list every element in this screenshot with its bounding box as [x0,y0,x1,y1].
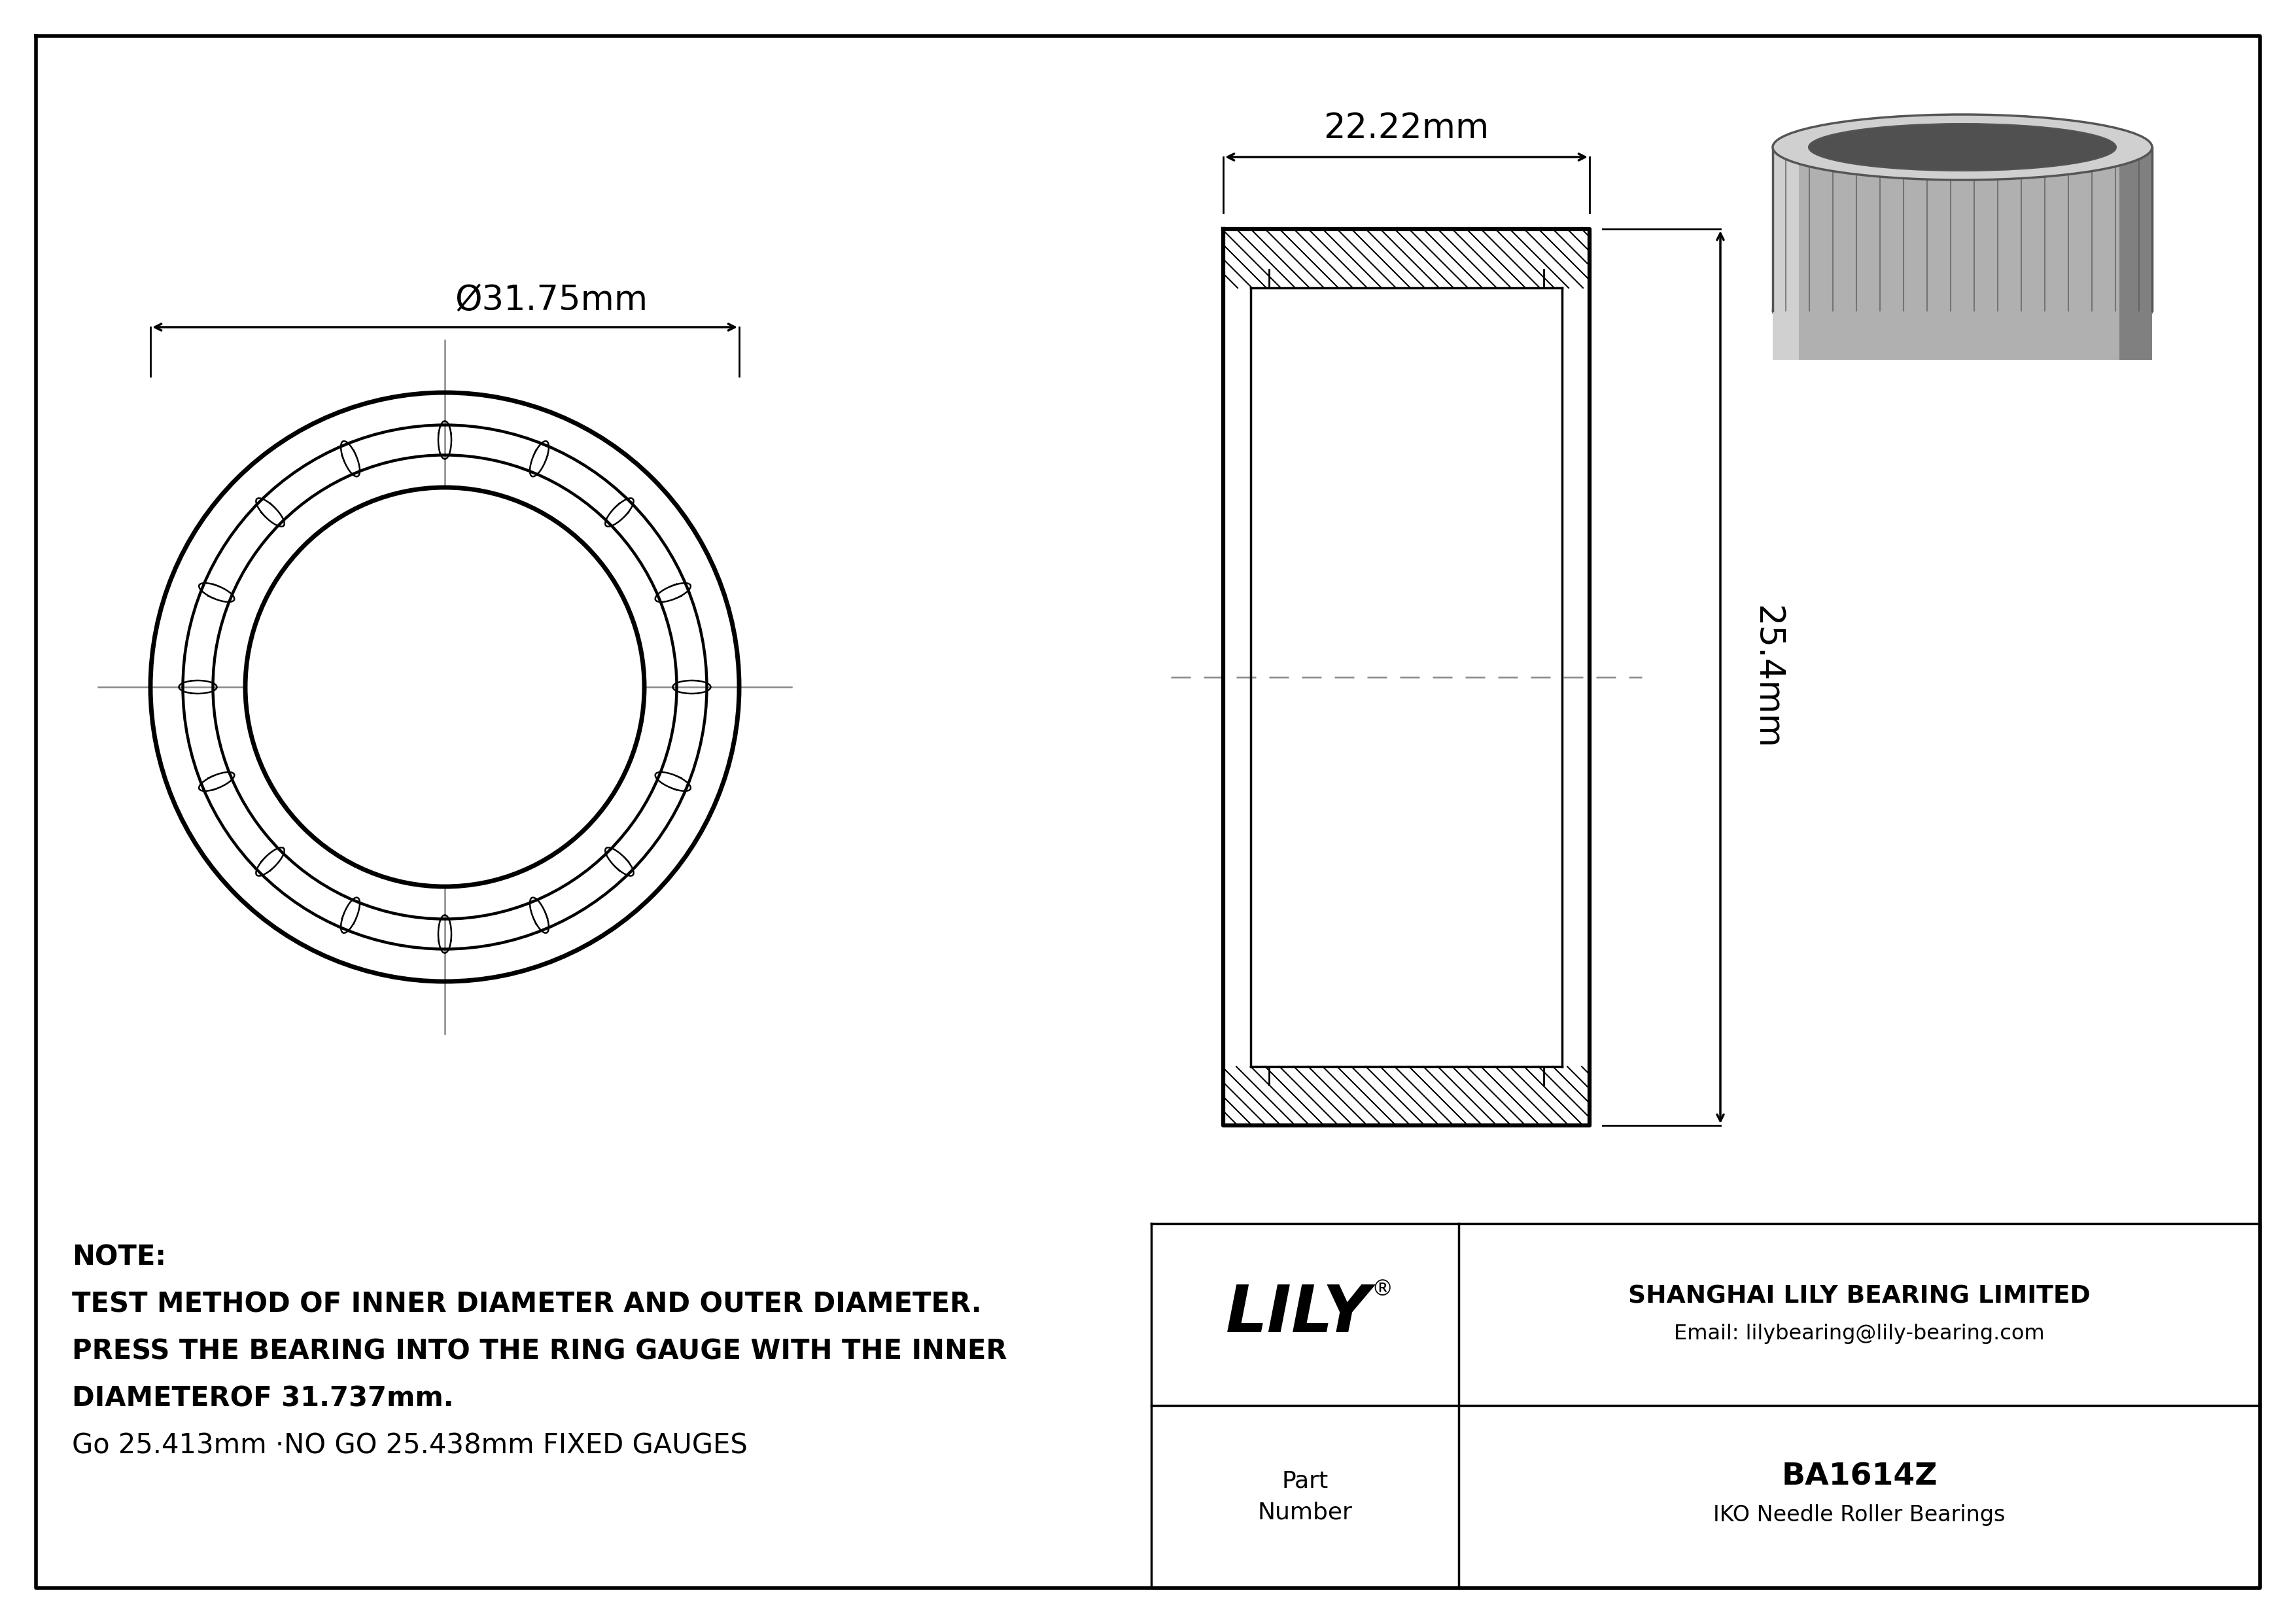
Text: Ø31.75mm: Ø31.75mm [455,283,647,317]
Text: LILY: LILY [1226,1283,1371,1346]
Bar [1224,229,1589,1125]
Circle shape [248,489,643,885]
Text: Part
Number: Part Number [1258,1470,1352,1523]
Ellipse shape [1773,278,2151,344]
Text: 22.22mm: 22.22mm [1322,110,1490,145]
Text: SHANGHAI LILY BEARING LIMITED: SHANGHAI LILY BEARING LIMITED [1628,1285,2092,1307]
Ellipse shape [1809,123,2117,171]
Text: TEST METHOD OF INNER DIAMETER AND OUTER DIAMETER.: TEST METHOD OF INNER DIAMETER AND OUTER … [71,1291,983,1317]
Text: DIAMETEROF 31.737mm.: DIAMETEROF 31.737mm. [71,1385,455,1411]
Text: Go 25.413mm ·NO GO 25.438mm FIXED GAUGES: Go 25.413mm ·NO GO 25.438mm FIXED GAUGES [71,1432,748,1458]
Ellipse shape [1773,115,2151,180]
Text: ®: ® [1371,1278,1394,1301]
Text: NOTE:: NOTE: [71,1244,165,1270]
Bar [2119,148,2151,361]
Text: BA1614Z: BA1614Z [1782,1462,1938,1492]
Bar [1773,148,1798,361]
Text: 25.4mm: 25.4mm [1750,606,1784,749]
Text: Email: lilybearing@lily-bearing.com: Email: lilybearing@lily-bearing.com [1674,1324,2046,1345]
Bar [1773,148,2151,361]
Text: PRESS THE BEARING INTO THE RING GAUGE WITH THE INNER: PRESS THE BEARING INTO THE RING GAUGE WI… [71,1338,1008,1364]
Text: IKO Needle Roller Bearings: IKO Needle Roller Bearings [1713,1504,2004,1527]
